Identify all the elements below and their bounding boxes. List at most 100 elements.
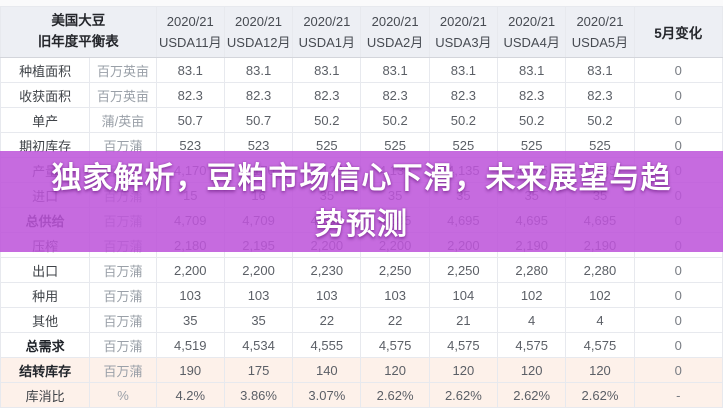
row-label: 单产 xyxy=(0,107,91,133)
value-cell: 82.3 xyxy=(565,82,635,108)
table-row: 其他 百万蒲 35 35 22 22 21 4 4 0 xyxy=(0,307,723,333)
value-cell: 82.3 xyxy=(223,82,294,108)
month-column-header: 2020/21 USDA2月 xyxy=(360,6,430,58)
value-cell: 4,575 xyxy=(497,332,567,358)
value-cell: 83.1 xyxy=(360,57,430,83)
change-value-cell: 0 xyxy=(633,82,723,108)
value-cell: 4,575 xyxy=(565,332,635,358)
change-column-header: 5月变化 xyxy=(633,6,723,58)
column-year: 2020/21 xyxy=(166,13,214,29)
row-unit: 百万英亩 xyxy=(89,82,157,108)
value-cell: 50.2 xyxy=(292,107,362,133)
value-cell: 83.1 xyxy=(565,57,635,83)
value-cell: 190 xyxy=(155,357,225,383)
value-cell: 50.2 xyxy=(360,107,430,133)
value-cell: 175 xyxy=(223,357,294,383)
column-year: 2020/21 xyxy=(576,13,624,29)
value-cell: 120 xyxy=(360,357,430,383)
column-year: 2020/21 xyxy=(235,13,283,29)
row-label: 其他 xyxy=(0,307,91,333)
row-unit: 百万蒲 xyxy=(89,282,157,308)
table-row: 种用 百万蒲 103 103 103 103 104 102 102 0 xyxy=(0,282,723,308)
change-value-cell: 0 xyxy=(633,282,723,308)
value-cell: 82.3 xyxy=(360,82,430,108)
month-column-header: 2020/21 USDA5月 xyxy=(565,6,635,58)
table-row: 种植面积 百万英亩 83.1 83.1 83.1 83.1 83.1 83.1 83.1 0 xyxy=(0,57,723,83)
value-cell: 102 xyxy=(497,282,567,308)
month-column-header: 2020/21 USDA12月 xyxy=(223,6,294,58)
column-month: USDA1月 xyxy=(298,34,355,50)
row-label: 总需求 xyxy=(0,332,91,358)
value-cell: 2,250 xyxy=(360,257,430,283)
value-cell: 4,534 xyxy=(223,332,294,358)
value-cell: 82.3 xyxy=(428,82,499,108)
value-cell: 2.62% xyxy=(497,382,567,408)
value-cell: 3.86% xyxy=(223,382,294,408)
value-cell: 83.1 xyxy=(292,57,362,83)
value-cell: 2,280 xyxy=(497,257,567,283)
value-cell: 50.7 xyxy=(223,107,294,133)
value-cell: 4,555 xyxy=(292,332,362,358)
table-title-line2: 旧年度平衡表 xyxy=(37,34,119,49)
row-unit: 百万蒲 xyxy=(89,357,157,383)
row-label: 种植面积 xyxy=(0,57,91,83)
column-year: 2020/21 xyxy=(371,13,419,29)
row-unit: % xyxy=(89,382,157,408)
column-month: USDA4月 xyxy=(503,34,560,50)
row-label: 库消比 xyxy=(0,382,91,408)
column-month: USDA3月 xyxy=(435,34,492,50)
change-value-cell: 0 xyxy=(633,332,723,358)
value-cell: 2,200 xyxy=(155,257,225,283)
value-cell: 22 xyxy=(360,307,430,333)
value-cell: 83.1 xyxy=(223,57,294,83)
value-cell: 22 xyxy=(292,307,362,333)
month-column-header: 2020/21 USDA11月 xyxy=(155,6,225,58)
row-unit: 百万英亩 xyxy=(89,57,157,83)
row-unit: 蒲/英亩 xyxy=(89,107,157,133)
row-unit: 百万蒲 xyxy=(89,307,157,333)
value-cell: 83.1 xyxy=(428,57,499,83)
table-row: 收获面积 百万英亩 82.3 82.3 82.3 82.3 82.3 82.3 82.3 0 xyxy=(0,82,723,108)
column-year: 2020/21 xyxy=(303,13,351,29)
value-cell: 35 xyxy=(155,307,225,333)
table-row: 总需求 百万蒲 4,519 4,534 4,555 4,575 4,575 4,575 4,57… xyxy=(0,332,723,358)
column-year: 2020/21 xyxy=(508,13,556,29)
row-label: 出口 xyxy=(0,257,91,283)
value-cell: 82.3 xyxy=(497,82,567,108)
value-cell: 4.2% xyxy=(155,382,225,408)
headline-text: 独家解析，豆粕市场信心下滑，未来展望与趋势预测 xyxy=(51,161,672,241)
value-cell: 2.62% xyxy=(565,382,635,408)
change-value-cell: 0 xyxy=(633,57,723,83)
value-cell: 103 xyxy=(360,282,430,308)
column-month: USDA5月 xyxy=(571,34,629,50)
row-label: 结转库存 xyxy=(0,357,91,383)
table-row: 出口 百万蒲 2,200 2,200 2,230 2,250 2,250 2,280 2,280… xyxy=(0,257,723,283)
value-cell: 50.2 xyxy=(497,107,567,133)
header-row: 美国大豆 旧年度平衡表 2020/21 USDA11月 2020/21 USDA12月… xyxy=(0,6,723,58)
value-cell: 4 xyxy=(565,307,635,333)
value-cell: 103 xyxy=(155,282,225,308)
table-header: 美国大豆 旧年度平衡表 2020/21 USDA11月 2020/21 USDA12月… xyxy=(0,6,723,58)
value-cell: 50.7 xyxy=(155,107,225,133)
row-label: 种用 xyxy=(0,282,91,308)
change-value-cell: 0 xyxy=(633,357,723,383)
value-cell: 82.3 xyxy=(292,82,362,108)
value-cell: 4,519 xyxy=(155,332,225,358)
value-cell: 83.1 xyxy=(155,57,225,83)
value-cell: 50.2 xyxy=(565,107,635,133)
change-value-cell: - xyxy=(633,382,723,408)
value-cell: 3.07% xyxy=(292,382,362,408)
column-month: USDA12月 xyxy=(226,34,291,50)
column-month: USDA11月 xyxy=(158,34,222,50)
value-cell: 4 xyxy=(497,307,567,333)
value-cell: 104 xyxy=(428,282,499,308)
row-unit: 百万蒲 xyxy=(89,332,157,358)
value-cell: 83.1 xyxy=(497,57,567,83)
row-unit: 百万蒲 xyxy=(89,257,157,283)
change-value-cell: 0 xyxy=(633,307,723,333)
value-cell: 103 xyxy=(292,282,362,308)
value-cell: 2,250 xyxy=(428,257,499,283)
table-title-line1: 美国大豆 xyxy=(51,13,106,29)
value-cell: 120 xyxy=(428,357,499,383)
column-year: 2020/21 xyxy=(439,13,487,29)
